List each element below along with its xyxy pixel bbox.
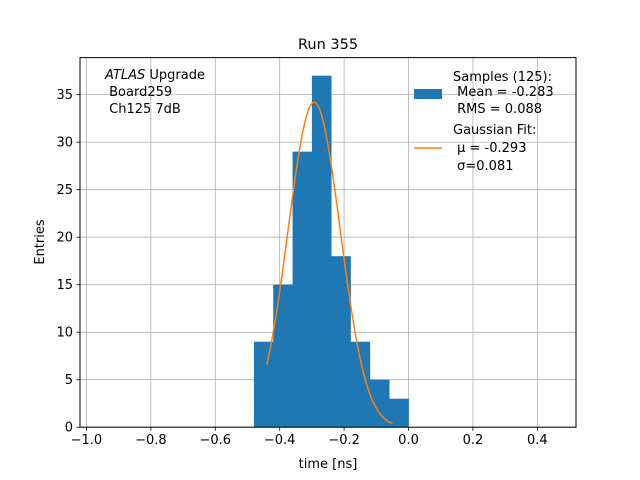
x-tick-label: −1.0 (71, 433, 103, 448)
histogram-bar (253, 341, 274, 428)
histogram-bar (369, 379, 390, 428)
x-tick-label: −0.6 (199, 433, 231, 448)
legend-hist-swatch (414, 89, 442, 99)
annotation-line-3: Ch125 7dB (105, 102, 181, 117)
y-tick-label: 10 (56, 326, 73, 341)
legend-fit-line-3: σ=0.081 (453, 159, 513, 174)
y-axis-label: Entries (33, 219, 48, 265)
y-tick-label: 30 (56, 136, 73, 151)
x-tick-label: 0.4 (527, 433, 548, 448)
y-axis-ticks: 0 5 10 15 20 25 30 35 (56, 88, 80, 436)
y-tick-label: 25 (56, 183, 73, 198)
histogram-bar (350, 341, 371, 428)
histogram-bar (273, 284, 293, 428)
histogram-bars (253, 75, 409, 428)
y-tick-label: 5 (65, 373, 73, 388)
y-tick-label: 35 (56, 88, 73, 103)
annotation-line-2: Board259 (105, 85, 172, 100)
legend-fit-line-2: μ = -0.293 (453, 141, 526, 156)
legend-fit-line-1: Gaussian Fit: (453, 123, 536, 138)
x-axis-label: time [ns] (299, 457, 358, 472)
histogram-bar (311, 75, 332, 428)
annotation-upgrade: Upgrade (145, 68, 205, 83)
x-tick-label: 0.0 (398, 433, 419, 448)
histogram-bar (331, 256, 351, 428)
histogram-bar (292, 151, 313, 428)
x-tick-label: −0.2 (328, 433, 360, 448)
x-tick-label: −0.8 (135, 433, 167, 448)
legend-hist-line-3: RMS = 0.088 (453, 102, 542, 117)
gaussian-fit-curve (266, 101, 393, 425)
annotation-line-1: ATLAS Upgrade (104, 68, 205, 83)
legend-hist-line-2: Mean = -0.283 (453, 85, 554, 100)
annotation-text: ATLAS Upgrade Board259 Ch125 7dB (104, 68, 205, 117)
legend-hist-line-1: Samples (125): (453, 70, 552, 85)
legend: Samples (125): Mean = -0.283 RMS = 0.088… (414, 70, 554, 174)
chart-title: Run 355 (298, 37, 358, 53)
y-tick-label: 20 (56, 231, 73, 246)
plot-frame (79, 57, 577, 428)
x-tick-label: −0.4 (264, 433, 296, 448)
x-axis-ticks: −1.0 −0.8 −0.6 −0.4 −0.2 0.0 0.2 0.4 (71, 427, 548, 448)
histogram-bar (389, 398, 409, 428)
y-tick-label: 15 (56, 278, 73, 293)
annotation-atlas: ATLAS (104, 68, 145, 83)
y-tick-label: 0 (65, 421, 73, 436)
x-tick-label: 0.2 (463, 433, 484, 448)
